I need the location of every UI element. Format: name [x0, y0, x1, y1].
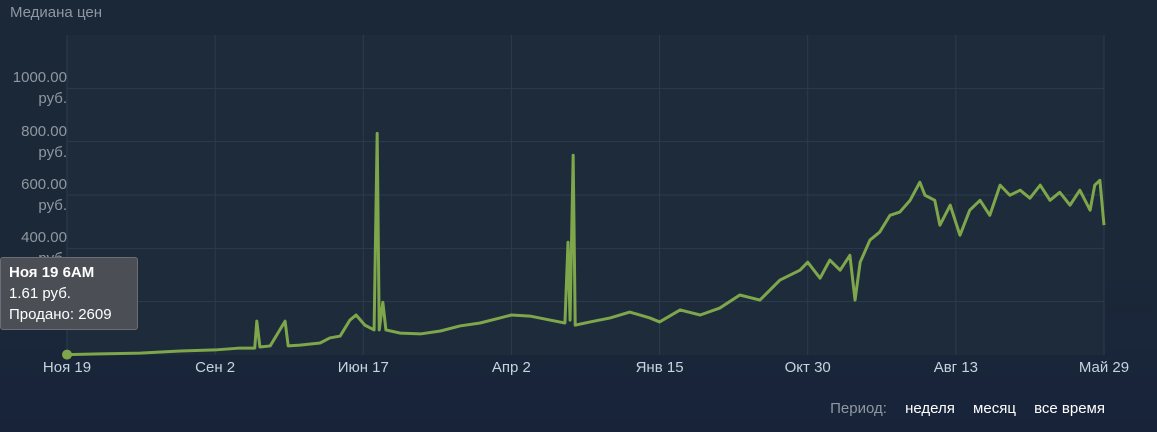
chart-title: Медиана цен — [10, 4, 102, 21]
x-tick-label: Янв 15 — [636, 359, 684, 376]
x-tick-label: Авг 13 — [934, 359, 978, 376]
x-tick-label: Май 29 — [1079, 359, 1129, 376]
hover-point — [62, 349, 72, 360]
period-option[interactable]: неделя — [905, 400, 955, 417]
tooltip-date: Ноя 19 6AM — [9, 264, 95, 281]
tooltip-price: 1.61 руб. — [9, 285, 71, 302]
x-tick-label: Ноя 19 — [43, 359, 91, 376]
x-tick-label: Окт 30 — [785, 359, 831, 376]
tooltip: Ноя 19 6AM 1.61 руб. Продано: 2609 — [0, 257, 138, 330]
price-line — [66, 131, 1106, 357]
tooltip-sold: Продано: 2609 — [9, 306, 112, 323]
period-option[interactable]: месяц — [973, 400, 1016, 417]
x-tick-label: Сен 2 — [195, 359, 235, 376]
y-tick-label: 600.00 руб. — [21, 176, 67, 214]
period-label: Период: — [830, 400, 887, 417]
y-tick-label: 1000.00 руб. — [12, 69, 67, 108]
period-option[interactable]: все время — [1034, 400, 1105, 417]
x-tick-label: Апр 2 — [492, 359, 531, 376]
period-selector: Период: неделя месяц все время — [830, 400, 1105, 417]
y-tick-label: 800.00 руб. — [21, 122, 67, 161]
x-tick-label: Июн 17 — [338, 359, 389, 376]
